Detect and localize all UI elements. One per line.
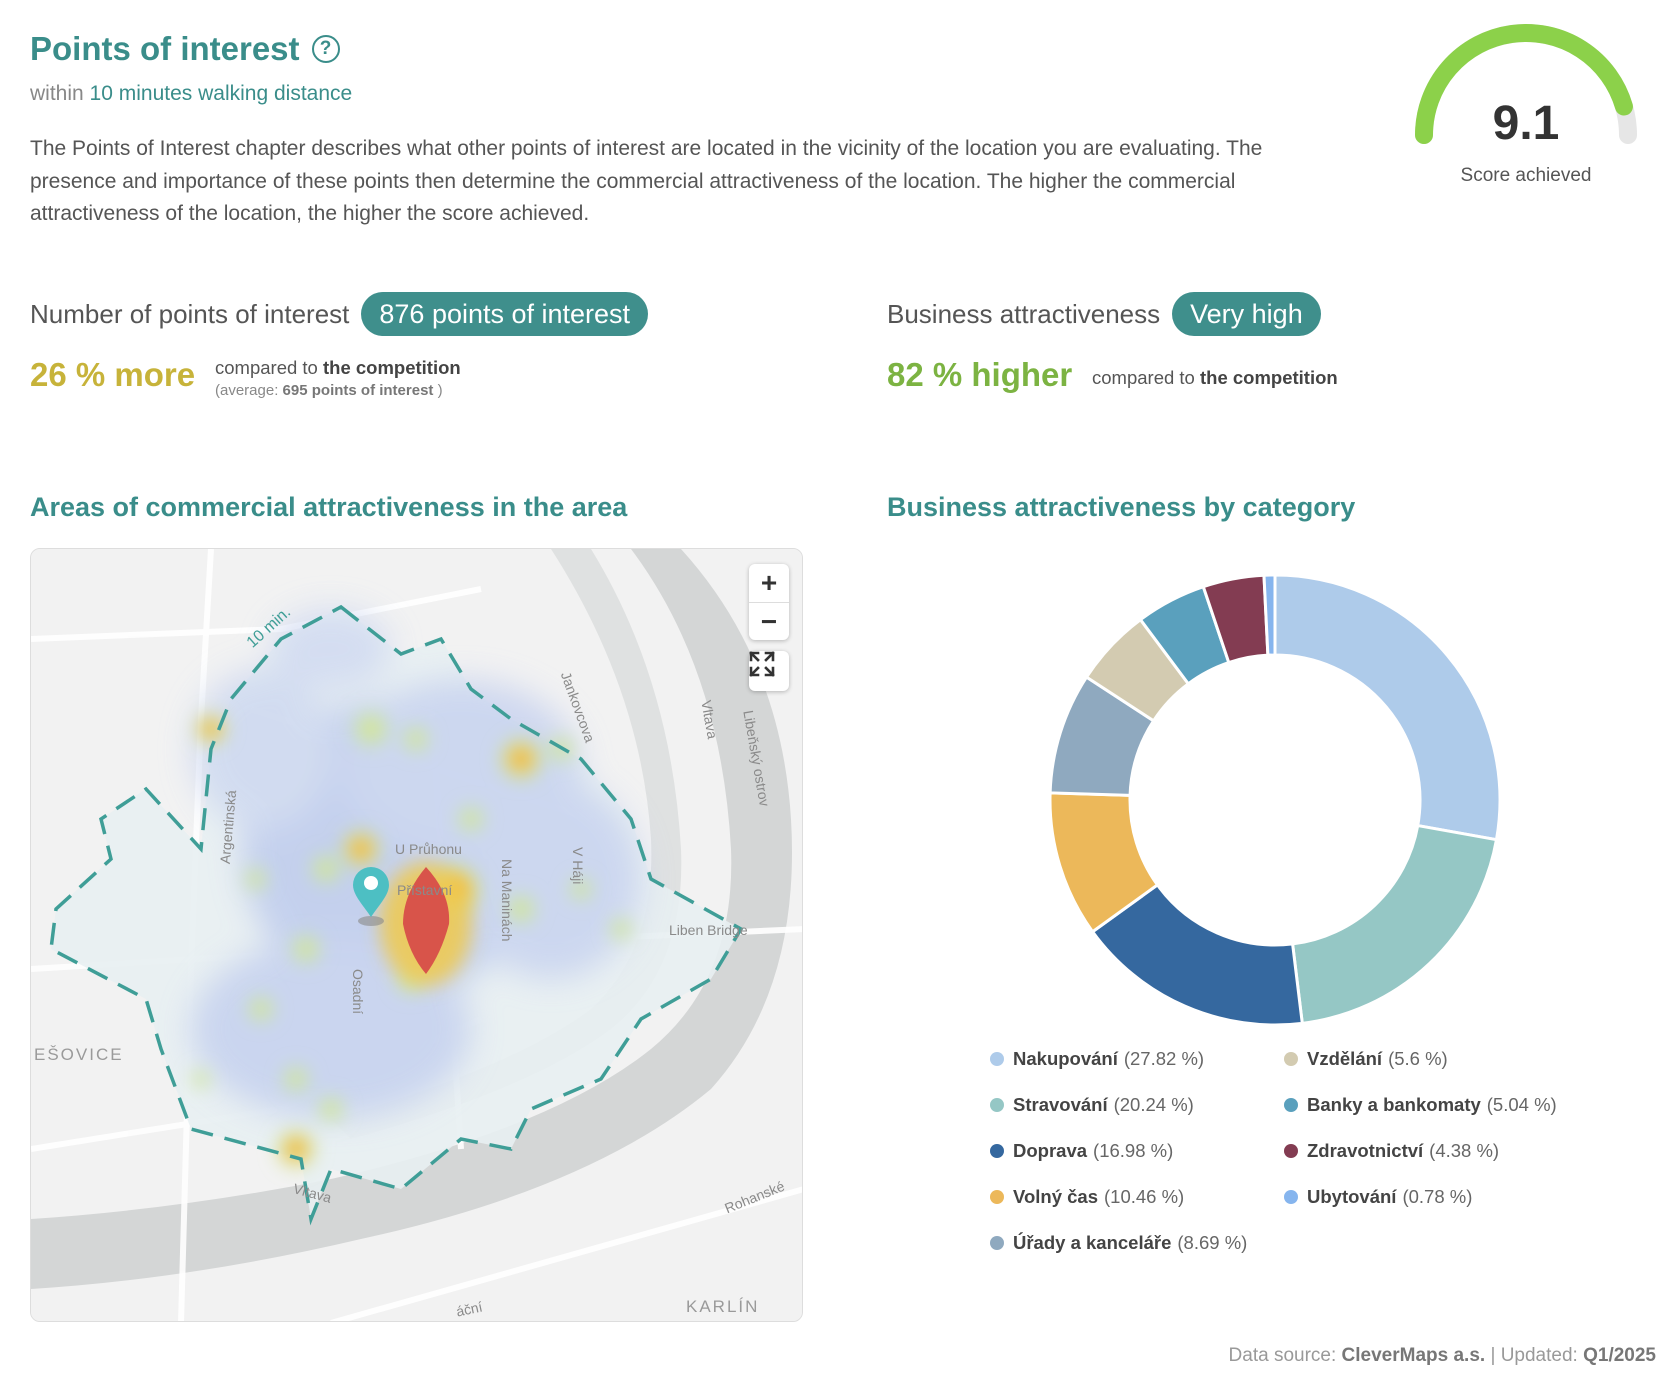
hotspot-red — [403, 867, 450, 974]
footer-updated-prefix: Updated: — [1500, 1345, 1578, 1366]
poi-average-text: (average: 695 points of interest ) — [215, 382, 461, 399]
map-section-title: Areas of commercial attractiveness in th… — [30, 492, 628, 522]
attractiveness-label: Business attractiveness — [887, 298, 1161, 329]
donut-chart — [1048, 573, 1502, 1027]
legend-item[interactable]: Vzdělání (5.6 %) — [1284, 1048, 1448, 1070]
poi-average-value: 695 points of interest — [282, 382, 434, 399]
legend-swatch — [990, 1190, 1004, 1204]
location-pin-icon — [353, 867, 389, 926]
poi-compared-bold: the competition — [322, 357, 461, 378]
legend-percent: (16.98 %) — [1093, 1140, 1174, 1161]
legend-item[interactable]: Doprava (16.98 %) — [990, 1140, 1173, 1162]
map-canvas[interactable] — [31, 549, 803, 1322]
legend-item[interactable]: Ubytování (0.78 %) — [1284, 1186, 1472, 1208]
legend-label: Stravování — [1013, 1094, 1108, 1115]
map-label-pristavni: Přístavní — [397, 882, 453, 898]
score-value: 9.1 — [1492, 97, 1560, 150]
map-label-u-pruhonu: U Průhonu — [395, 841, 462, 857]
footer-source-prefix: Data source: — [1228, 1345, 1337, 1366]
legend-percent: (4.38 %) — [1429, 1140, 1500, 1161]
donut-slice-8[interactable] — [1262, 573, 1277, 657]
attractiveness-badge: Very high — [1172, 292, 1321, 336]
attractiveness-row: Business attractiveness Very high — [887, 292, 1321, 336]
donut-slice-1[interactable] — [1290, 823, 1499, 1026]
legend-percent: (5.04 %) — [1486, 1094, 1557, 1115]
legend-swatch — [1284, 1098, 1298, 1112]
legend-percent: (10.46 %) — [1104, 1186, 1185, 1207]
poi-comparison: compared to the competition (average: 69… — [215, 357, 461, 399]
gauge-fill — [1415, 24, 1633, 144]
poi-compared-prefix: compared to — [215, 357, 318, 378]
fullscreen-icon — [749, 651, 775, 677]
legend-swatch — [990, 1052, 1004, 1066]
legend-swatch — [990, 1144, 1004, 1158]
legend-item[interactable]: Volný čas (10.46 %) — [990, 1186, 1184, 1208]
page-title-text: Points of interest — [30, 30, 300, 67]
map-district-holesovice: EŠOVICE — [34, 1045, 124, 1064]
legend-label: Doprava — [1013, 1140, 1088, 1161]
river-vltava — [31, 549, 792, 1289]
page-title: Points of interest ? — [30, 30, 340, 68]
legend-label: Nakupování — [1013, 1048, 1118, 1069]
poi-compared-text: compared to the competition — [215, 357, 461, 379]
attractiveness-compared-prefix: compared to — [1092, 367, 1195, 388]
heatmap-map[interactable]: 10 min. Jankovcova Libeňský ostrov Vltav… — [30, 548, 803, 1322]
poi-count-badge: 876 points of interest — [361, 292, 649, 336]
legend-item[interactable]: Stravování (20.24 %) — [990, 1094, 1194, 1116]
map-label-na-maninach: Na Maninách — [499, 859, 515, 942]
help-icon[interactable]: ? — [311, 35, 340, 63]
legend-percent: (0.78 %) — [1402, 1186, 1473, 1207]
legend-label: Banky a bankomaty — [1307, 1094, 1481, 1115]
legend-percent: (20.24 %) — [1113, 1094, 1194, 1115]
donut-slice-0[interactable] — [1273, 573, 1502, 842]
legend-item[interactable]: Banky a bankomaty (5.04 %) — [1284, 1094, 1557, 1116]
map-district-karlin: KARLÍN — [686, 1297, 760, 1316]
subtitle-highlight: 10 minutes walking distance — [89, 82, 353, 105]
poi-diff: 26 % more — [30, 356, 196, 393]
footer-updated: Q1/2025 — [1583, 1345, 1656, 1366]
subtitle: within 10 minutes walking distance — [30, 82, 352, 106]
legend-label: Zdravotnictví — [1307, 1140, 1424, 1161]
zoom-controls: + − — [749, 564, 789, 640]
legend-swatch — [990, 1236, 1004, 1250]
fullscreen-button[interactable] — [749, 651, 789, 691]
score-label: Score achieved — [1460, 165, 1592, 186]
legend-percent: (5.6 %) — [1388, 1048, 1448, 1069]
zoom-in-button[interactable]: + — [760, 567, 778, 598]
zoom-out-button[interactable]: − — [749, 602, 789, 640]
footer: Data source: CleverMaps a.s. | Updated: … — [1229, 1345, 1656, 1367]
subtitle-prefix: within — [30, 82, 84, 105]
footer-separator: | — [1490, 1345, 1496, 1366]
attractiveness-compared-bold: the competition — [1199, 367, 1338, 388]
poi-average-prefix: (average: — [215, 382, 279, 399]
legend-label: Ubytování — [1307, 1186, 1397, 1207]
isochrone-boundary — [49, 604, 744, 1226]
attractiveness-comparison: compared to the competition — [1092, 367, 1338, 389]
legend-label: Volný čas — [1013, 1186, 1099, 1207]
attractiveness-diff: 82 % higher — [887, 356, 1073, 393]
legend-percent: (27.82 %) — [1123, 1048, 1205, 1069]
poi-count-row: Number of points of interest 876 points … — [30, 292, 649, 336]
map-label-liben-bridge: Liben Bridge — [669, 922, 748, 938]
legend-swatch — [1284, 1052, 1298, 1066]
legend-item[interactable]: Nakupování (27.82 %) — [990, 1048, 1204, 1070]
legend-swatch — [1284, 1144, 1298, 1158]
poi-average-suffix: ) — [437, 382, 443, 399]
chart-section-title: Business attractiveness by category — [887, 492, 1356, 522]
score-gauge — [1415, 24, 1637, 144]
footer-source: CleverMaps a.s. — [1341, 1345, 1486, 1366]
poi-count-label: Number of points of interest — [30, 298, 350, 329]
legend-percent: (8.69 %) — [1177, 1232, 1248, 1253]
legend-swatch — [990, 1098, 1004, 1112]
chapter-description: The Points of Interest chapter describes… — [30, 137, 1263, 225]
map-label-osadni: Osadní — [350, 969, 366, 1015]
legend-label: Vzdělání — [1307, 1048, 1383, 1069]
legend-item[interactable]: Úřady a kanceláře (8.69 %) — [990, 1232, 1247, 1254]
legend-item[interactable]: Zdravotnictví (4.38 %) — [1284, 1140, 1499, 1162]
legend-swatch — [1284, 1190, 1298, 1204]
map-label-v-haji: V Háji — [570, 847, 586, 885]
legend-label: Úřady a kanceláře — [1013, 1232, 1172, 1253]
